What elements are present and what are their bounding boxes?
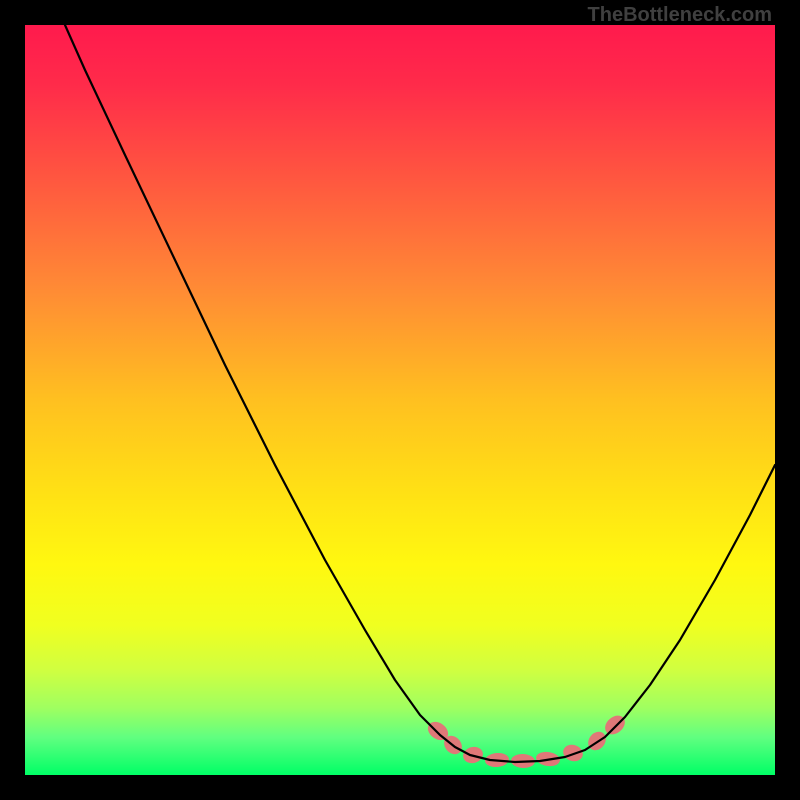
watermark-text: TheBottleneck.com [588,4,772,27]
chart-area [25,25,775,775]
bottleneck-curve [65,25,775,762]
curve-layer [25,25,775,775]
highlight-band [424,712,628,769]
